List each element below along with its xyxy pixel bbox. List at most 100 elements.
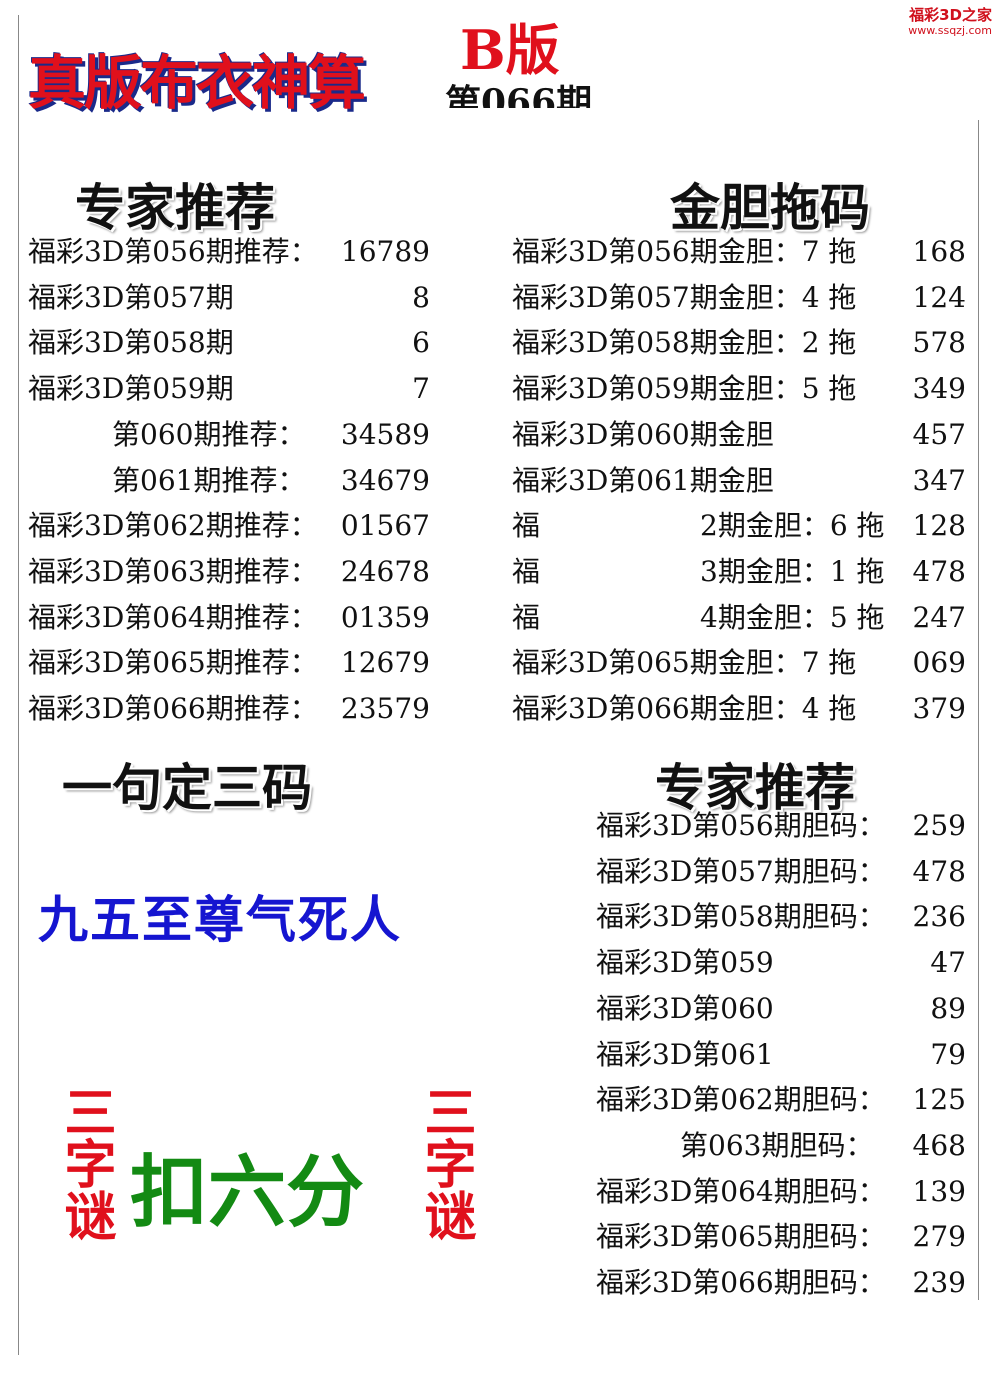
- row-label: 福彩3D第065期金胆：7 拖: [512, 646, 857, 680]
- row: 福彩3D第059期 7: [28, 366, 430, 412]
- row: 福彩3D第061 79: [596, 1032, 966, 1078]
- row-value: 478: [912, 854, 966, 888]
- row-label: 第063期胆码：: [596, 1128, 874, 1162]
- row-value: 79: [930, 1037, 966, 1071]
- version: B版: [460, 18, 560, 82]
- row-label: 福彩3D第056期胆码：: [596, 809, 886, 842]
- row-label: 福彩3D第057期金胆：4 拖: [512, 280, 857, 314]
- section-title: 专家推荐: [655, 759, 855, 817]
- row: 福彩3D第059 47: [596, 940, 966, 986]
- row-label: 福彩3D第057期胆码：: [596, 854, 886, 888]
- row-value: 168: [912, 235, 966, 268]
- row-label: 福彩3D第058期胆码：: [596, 900, 886, 934]
- row: 福彩3D第060 89: [596, 986, 966, 1032]
- row-value: 279: [912, 1220, 966, 1254]
- row: 福彩3D第057期胆码： 478: [596, 849, 966, 895]
- row-value: 4期金胆：5 拖 247: [700, 600, 966, 634]
- row-label: 福: [512, 509, 541, 543]
- row-value: 125: [912, 1083, 966, 1117]
- issue: 第066期: [445, 82, 593, 108]
- site-url: www.ssqzj.com: [908, 24, 992, 37]
- section-title: 专家推荐: [75, 179, 275, 237]
- row-value: 16789: [340, 235, 430, 268]
- row-value: 259: [912, 809, 966, 842]
- row-value: 34679: [340, 463, 430, 497]
- row-label: 福: [512, 600, 541, 634]
- row: 福彩3D第061期金胆 347: [512, 458, 966, 504]
- row: 第060期推荐： 34589: [28, 412, 430, 458]
- row-label: 福彩3D第057期: [28, 280, 234, 314]
- row: 福彩3D第063期推荐： 24678: [28, 549, 430, 595]
- row: 福彩3D第062期胆码： 125: [596, 1077, 966, 1123]
- row: 福彩3D第062期推荐： 01567: [28, 503, 430, 549]
- row-value: 578: [912, 326, 966, 360]
- row-label: 福彩3D第062期推荐：: [28, 509, 318, 543]
- row-value: 24678: [340, 554, 430, 588]
- riddle-text: 扣六分: [130, 1148, 365, 1238]
- row-value: 124: [912, 280, 966, 314]
- row-label: 福彩3D第065期胆码：: [596, 1220, 886, 1254]
- row-value: 347: [912, 463, 966, 497]
- row-label: 福彩3D第066期胆码：: [596, 1266, 886, 1299]
- row-value: 239: [912, 1266, 966, 1299]
- row-label: 福彩3D第061期金胆: [512, 463, 774, 497]
- row-label: 福彩3D第062期胆码：: [596, 1083, 886, 1117]
- row: 福 4期金胆：5 拖 247: [512, 595, 966, 641]
- row: 福彩3D第058期 6: [28, 320, 430, 366]
- site-name: 福彩3D之家: [909, 6, 992, 24]
- row-value: 457: [912, 417, 966, 451]
- row-label: 福彩3D第059期金胆：5 拖: [512, 372, 857, 406]
- row: 福彩3D第059期金胆：5 拖 349: [512, 366, 966, 412]
- row-label: 福彩3D第058期: [28, 326, 234, 360]
- row-value: 89: [930, 991, 966, 1025]
- row-value: 47: [930, 946, 966, 980]
- row-value: 069: [912, 646, 966, 680]
- row: 福彩3D第060期金胆 457: [512, 412, 966, 458]
- riddle-label: 三字谜: [55, 1085, 115, 1241]
- row: 福彩3D第056期金胆：7 拖 168: [512, 229, 966, 275]
- row-label: 福彩3D第061: [596, 1037, 774, 1071]
- slogan: 九五至尊气死人: [38, 891, 402, 949]
- row-value: 12679: [340, 646, 430, 680]
- row-value: 236: [912, 900, 966, 934]
- row-value: 2期金胆：6 拖 128: [700, 509, 966, 543]
- riddle-label: 三字谜: [415, 1085, 475, 1241]
- row: 福彩3D第066期推荐： 23579: [28, 686, 430, 732]
- row-label: 福彩3D第065期推荐：: [28, 646, 318, 680]
- border: [18, 15, 19, 1355]
- row-label: 福彩3D第060期金胆: [512, 417, 774, 451]
- row-value: 349: [912, 372, 966, 406]
- row: 第063期胆码： 468: [596, 1123, 966, 1169]
- row: 福彩3D第066期金胆：4 拖 379: [512, 686, 966, 732]
- row-value: 468: [912, 1128, 966, 1162]
- row-label: 福彩3D第064期推荐：: [28, 600, 318, 634]
- row-label: 福彩3D第063期推荐：: [28, 554, 318, 588]
- row-value: 23579: [340, 692, 430, 725]
- row-label: 第061期推荐：: [28, 463, 306, 497]
- row-label: 第060期推荐：: [28, 417, 306, 451]
- row-value: 01359: [340, 600, 430, 634]
- row-label: 福彩3D第066期推荐：: [28, 692, 318, 725]
- row-value: 34589: [340, 417, 430, 451]
- row: 福彩3D第064期胆码： 139: [596, 1169, 966, 1215]
- row: 福彩3D第058期胆码： 236: [596, 894, 966, 940]
- border: [978, 120, 979, 1300]
- row: 福彩3D第065期金胆：7 拖 069: [512, 640, 966, 686]
- row-value: 8: [412, 280, 430, 314]
- row-label: 福彩3D第059期: [28, 372, 234, 406]
- row-label: 福彩3D第056期金胆：7 拖: [512, 235, 857, 268]
- row-value: 7: [412, 372, 430, 406]
- row-value: 379: [912, 692, 966, 725]
- section-title: 一句定三码: [62, 759, 312, 817]
- row: 福 2期金胆：6 拖 128: [512, 503, 966, 549]
- row: 福彩3D第057期 8: [28, 275, 430, 321]
- row-value: 3期金胆：1 拖 478: [700, 554, 966, 588]
- row-label: 福彩3D第060: [596, 991, 774, 1025]
- row: 福彩3D第065期胆码： 279: [596, 1214, 966, 1260]
- row: 福彩3D第058期金胆：2 拖 578: [512, 320, 966, 366]
- section-title: 金胆拖码: [670, 179, 870, 237]
- row: 第061期推荐： 34679: [28, 458, 430, 504]
- row: 福彩3D第065期推荐： 12679: [28, 640, 430, 686]
- row: 福彩3D第057期金胆：4 拖 124: [512, 275, 966, 321]
